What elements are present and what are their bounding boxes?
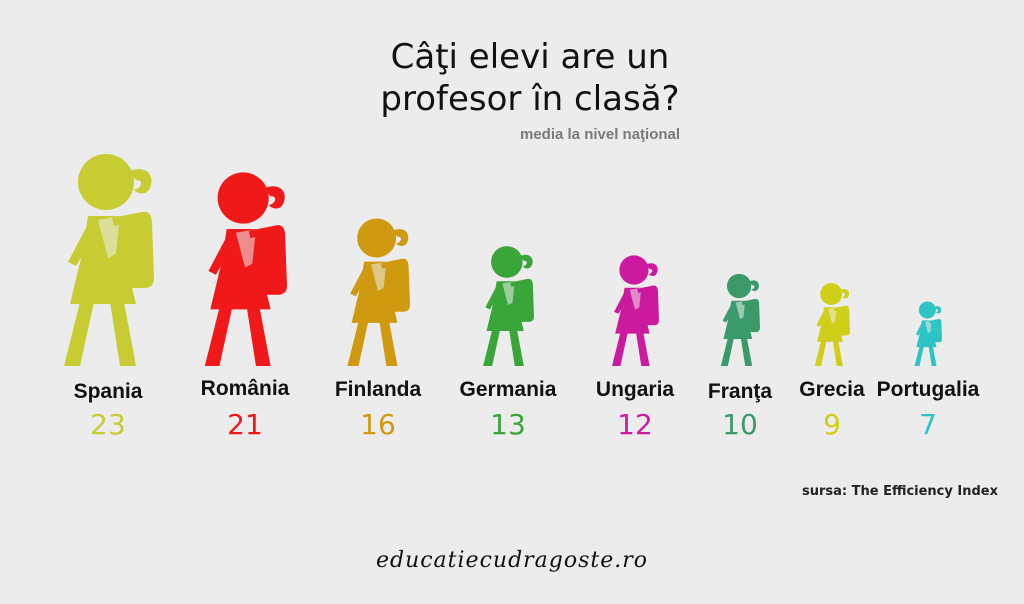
country-label: Finlanda — [335, 378, 422, 401]
student-icon-românia — [204, 172, 287, 366]
chart-subtitle: media la nivel naţional — [520, 126, 681, 143]
title-line-2: profesor în clasă? — [380, 79, 680, 119]
source-note: sursa: The Efficiency Index — [801, 484, 998, 499]
student-icon-ungaria — [612, 255, 659, 366]
value-label: 16 — [360, 408, 396, 441]
student-icon-spania — [64, 154, 154, 366]
country-label: Germania — [460, 378, 557, 401]
website-footer: educatiecudragoste.ro — [375, 548, 649, 573]
student-icon-grecia — [814, 283, 850, 366]
student-icon-germania — [483, 246, 534, 366]
country-label: Spania — [74, 380, 143, 403]
country-label: Grecia — [799, 378, 865, 401]
student-icon-portugalia — [914, 301, 942, 366]
student-icon-franţa — [720, 273, 760, 366]
value-label: 7 — [919, 408, 937, 441]
value-label: 10 — [722, 408, 758, 441]
country-label: România — [201, 377, 290, 400]
chart-title: Câţi elevi are un profesor în clasă? — [300, 36, 760, 120]
value-label: 12 — [617, 408, 653, 441]
value-label: 13 — [490, 408, 526, 441]
country-label: Ungaria — [596, 378, 675, 401]
country-label: Portugalia — [877, 378, 980, 401]
student-icon-finlanda — [347, 218, 410, 367]
title-line-1: Câţi elevi are un — [390, 37, 670, 77]
value-label: 23 — [90, 408, 126, 441]
country-label: Franţa — [708, 380, 773, 403]
value-label: 21 — [227, 408, 263, 441]
value-label: 9 — [823, 408, 841, 441]
